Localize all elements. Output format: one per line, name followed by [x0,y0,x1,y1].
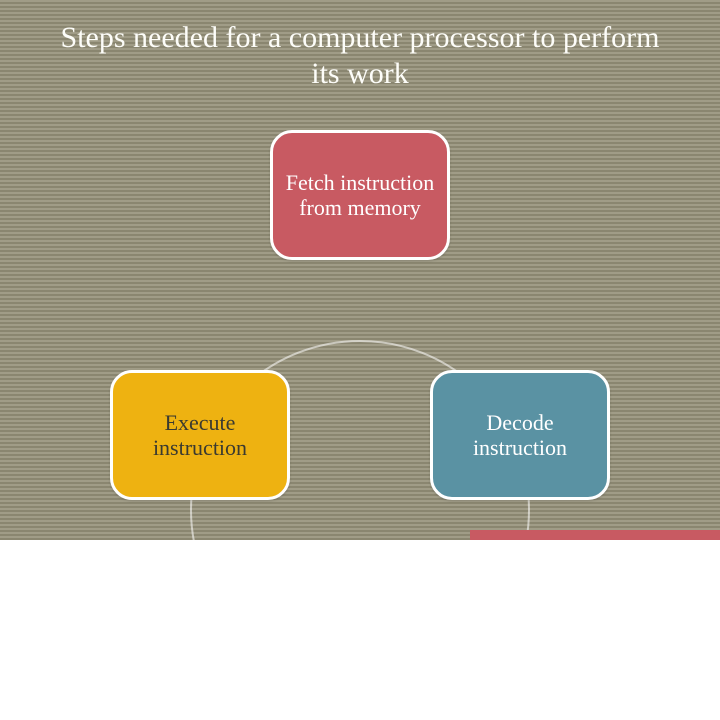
node-fetch: Fetch instruction from memory [270,130,450,260]
cycle-diagram: Fetch instruction from memory Decode ins… [150,300,570,720]
node-execute: Execute instruction [110,370,290,500]
node-label: Fetch instruction from memory [285,170,435,221]
node-decode: Decode instruction [430,370,610,500]
page-title: Steps needed for a computer processor to… [60,20,660,92]
node-label: Execute instruction [125,410,275,461]
accent-bar [470,530,720,540]
node-label: Decode instruction [445,410,595,461]
